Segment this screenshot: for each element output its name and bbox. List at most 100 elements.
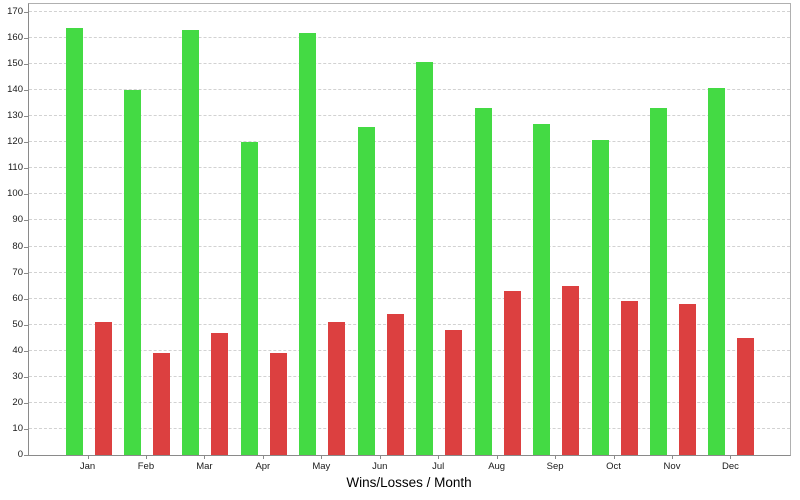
bar-losses-jun <box>386 314 404 455</box>
x-axis-tick <box>555 456 557 459</box>
gridline <box>29 37 790 39</box>
x-axis-label-jul: Jul <box>432 461 445 472</box>
x-axis-tick <box>730 456 732 459</box>
y-axis-tick <box>24 455 28 456</box>
x-axis-label-jun: Jun <box>372 461 388 472</box>
bar-losses-feb <box>152 353 170 455</box>
bar-losses-mar <box>211 332 229 455</box>
gridline <box>29 245 790 247</box>
chart-title: Wins/Losses / Month <box>346 475 472 490</box>
gridline <box>29 401 790 403</box>
bar-wins-apr <box>240 142 258 455</box>
y-axis-tick <box>24 38 28 40</box>
gridline <box>29 375 790 377</box>
bar-losses-jul <box>445 329 463 455</box>
bar-losses-sep <box>562 285 580 455</box>
gridline <box>29 323 790 325</box>
y-axis-label: 130 <box>7 110 23 122</box>
y-axis-label: 90 <box>12 214 23 226</box>
y-axis-label: 100 <box>7 188 23 200</box>
x-axis-label-dec: Dec <box>721 461 739 472</box>
gridline <box>29 63 790 65</box>
x-axis-tick <box>321 456 323 459</box>
y-axis-tick <box>24 11 28 13</box>
y-axis-label: 40 <box>12 344 23 356</box>
bar-wins-nov <box>650 108 667 455</box>
bar-wins-oct <box>591 139 609 455</box>
y-axis-label: 10 <box>12 422 23 434</box>
gridline <box>29 89 790 91</box>
x-axis-tick <box>672 456 673 459</box>
x-axis-tick <box>613 456 615 459</box>
bar-losses-nov <box>679 303 696 455</box>
y-axis-label: 50 <box>12 318 23 330</box>
y-axis-tick <box>24 168 28 170</box>
y-axis-label: 120 <box>7 136 23 148</box>
y-axis-tick <box>24 350 28 352</box>
gridline <box>29 141 790 143</box>
plot-area <box>28 3 791 456</box>
x-axis-label-apr: Apr <box>255 461 271 472</box>
y-axis-tick <box>24 64 28 66</box>
bar-wins-jul <box>416 61 434 455</box>
gridline <box>29 193 790 195</box>
y-axis-label: 140 <box>7 84 23 96</box>
y-axis-label: 0 <box>17 449 23 460</box>
bar-losses-jan <box>94 322 112 455</box>
bar-wins-feb <box>123 90 141 455</box>
bar-losses-aug <box>503 290 521 455</box>
y-axis-tick <box>24 194 28 196</box>
x-axis-label-feb: Feb <box>137 461 155 472</box>
y-axis-tick <box>24 116 28 118</box>
gridline <box>29 219 790 221</box>
y-axis-tick <box>24 246 28 248</box>
y-axis-tick <box>24 142 28 144</box>
x-axis-tick <box>145 456 147 459</box>
bar-wins-may <box>299 32 317 455</box>
bar-losses-dec <box>737 337 755 455</box>
y-axis-label: 80 <box>12 240 23 252</box>
bar-losses-may <box>328 322 346 455</box>
bar-wins-jan <box>65 27 83 455</box>
x-axis-tick <box>438 456 440 459</box>
y-axis-label: 170 <box>7 5 23 17</box>
y-axis-tick <box>24 376 28 378</box>
y-axis-tick <box>24 428 28 430</box>
x-axis-label-aug: Aug <box>488 461 506 472</box>
gridline <box>29 427 790 429</box>
gridline <box>29 297 790 299</box>
x-axis-label-may: May <box>312 461 331 472</box>
y-axis-tick <box>24 90 28 92</box>
x-axis-label-mar: Mar <box>196 461 213 472</box>
x-axis-label-sep: Sep <box>546 461 564 472</box>
gridline <box>29 115 790 117</box>
bar-wins-mar <box>182 30 200 455</box>
bar-wins-jun <box>357 126 375 455</box>
y-axis-label: 160 <box>7 32 23 44</box>
x-axis-label-nov: Nov <box>663 461 681 472</box>
y-axis-tick <box>24 402 28 404</box>
x-axis-label-jan: Jan <box>79 461 96 472</box>
y-axis-label: 110 <box>7 162 23 174</box>
x-axis-tick <box>379 456 381 459</box>
y-axis-tick <box>24 298 28 300</box>
bar-wins-sep <box>533 124 551 455</box>
gridline <box>29 349 790 351</box>
y-axis-tick <box>24 220 28 222</box>
x-axis-tick <box>204 456 206 459</box>
gridline <box>29 271 790 273</box>
x-axis-tick <box>496 456 498 459</box>
bar-wins-dec <box>708 87 726 455</box>
y-axis-label: 20 <box>12 396 23 408</box>
x-axis-tick <box>87 456 89 459</box>
x-axis-label-oct: Oct <box>606 461 621 472</box>
gridline <box>29 10 790 12</box>
bar-losses-oct <box>620 301 638 455</box>
bar-losses-apr <box>269 353 287 455</box>
x-axis-tick <box>262 456 264 459</box>
y-axis-label: 150 <box>7 58 23 70</box>
y-axis-tick <box>24 272 28 274</box>
gridline <box>29 167 790 169</box>
y-axis-tick <box>24 324 28 326</box>
